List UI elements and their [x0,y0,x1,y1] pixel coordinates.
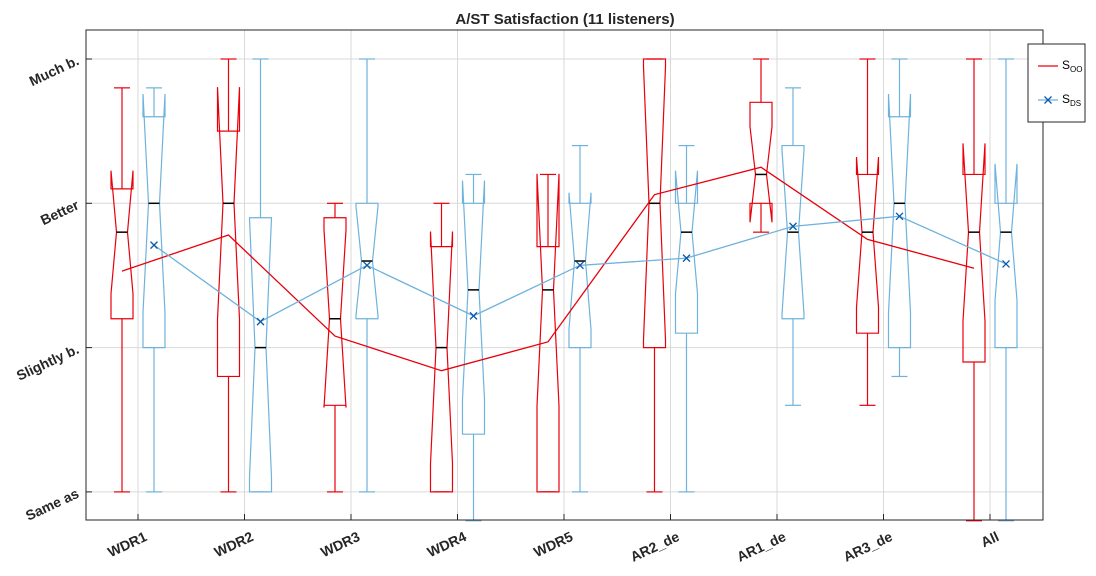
x-tick-label: WDR5 [531,528,575,560]
mean-marker [682,254,691,263]
box-body [461,180,486,435]
box-layer [110,58,1018,522]
box-body [355,202,379,320]
box-body [142,93,166,349]
legend-label: SOO [1062,58,1082,74]
y-tick-label: Better [38,196,82,228]
legend-box [1027,43,1086,123]
box-ds-wdr3 [355,58,379,493]
box-ds-wdr1 [142,87,166,493]
box-body [887,93,912,349]
box-body [429,231,454,493]
box-oo-all [962,58,986,522]
box-body [248,217,273,493]
box-oo-wdr4 [429,202,454,493]
box-ds-all [994,58,1018,522]
box-ds-ar2_de [674,144,699,493]
mean-marker [895,212,904,221]
legend-label-subscript: OO [1070,65,1082,74]
x-tick-label: AR2_de [628,528,682,565]
x-tick-label: All [978,528,1001,550]
legend-label-main: S [1062,92,1070,106]
box-body [642,58,667,349]
box-body [674,170,699,334]
box-body [994,163,1018,349]
axis-layer: Same as Slightly b. Better Much b. WDR1 WDR2 W… [14,52,1001,565]
legend-label-main: S [1062,58,1070,72]
box-ds-ar3_de [887,58,912,378]
y-tick-label: Same as [23,485,81,524]
box-body [568,192,592,349]
mean-marker [256,317,265,326]
legend-label: SDS [1062,92,1081,108]
box-ds-wdr4 [461,173,486,522]
box-body [749,101,773,223]
mean-marker [1002,259,1010,268]
box-body [110,170,134,320]
grid-layer [86,30,1043,520]
mean-marker [150,241,158,250]
y-tick-label: Slightly b. [14,341,81,384]
box-body [855,156,880,334]
x-tick-label: WDR3 [318,528,362,560]
box-oo-ar3_de [855,58,880,406]
x-tick-label: WDR4 [425,528,469,560]
box-body [781,144,805,320]
box-oo-wdr3 [323,202,347,493]
mean-marker [789,222,797,231]
box-oo-wdr5 [536,173,560,493]
box-oo-wdr1 [110,87,134,493]
mean-marker [469,311,478,320]
box-ds-wdr5 [568,144,592,493]
y-tick-label: Much b. [27,52,82,89]
legend-marker [1044,96,1052,104]
box-oo-ar2_de [642,58,667,493]
mean-marker [576,261,584,270]
box-body [323,217,347,408]
box-ds-wdr2 [248,58,273,493]
mean-line-oo [121,166,975,372]
box-body [536,173,560,493]
x-tick-label: AR1_de [734,528,788,565]
box-body [216,87,241,378]
box-oo-ar1_de [749,58,773,233]
box-ds-ar1_de [781,87,805,406]
box-body [962,143,986,363]
x-tick-label: WDR2 [212,528,256,560]
box-oo-wdr2 [216,58,241,493]
x-tick-label: WDR1 [105,528,149,560]
mean-line-layer [121,166,1010,372]
legend-label-subscript: DS [1070,99,1081,108]
chart-title: A/ST Satisfaction (11 listeners) [455,11,674,28]
x-tick-label: AR3_de [841,528,895,565]
mean-marker [363,261,371,270]
